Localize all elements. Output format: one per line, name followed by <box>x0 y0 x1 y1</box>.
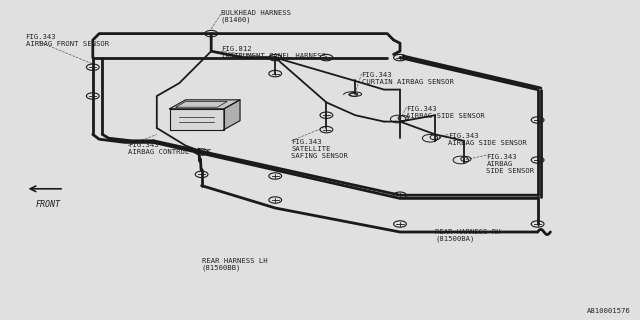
Text: FIG.343
AIRBAG
SIDE SENSOR: FIG.343 AIRBAG SIDE SENSOR <box>486 154 534 173</box>
Text: FIG.343
AIRBAG SIDE SENSOR: FIG.343 AIRBAG SIDE SENSOR <box>406 106 485 119</box>
Text: A810001576: A810001576 <box>587 308 630 314</box>
Text: FIG.343
AIRBAG SIDE SENSOR: FIG.343 AIRBAG SIDE SENSOR <box>448 133 527 146</box>
Text: FIG.343
SATELLITE
SAFING SENSOR: FIG.343 SATELLITE SAFING SENSOR <box>291 139 348 159</box>
Text: REAR HARNESS LH
(81500BB): REAR HARNESS LH (81500BB) <box>202 258 268 271</box>
Text: FRONT: FRONT <box>35 200 60 209</box>
Text: FIG.343
CURTAIN AIRBAG SENSOR: FIG.343 CURTAIN AIRBAG SENSOR <box>362 72 454 85</box>
Polygon shape <box>224 100 240 130</box>
Polygon shape <box>170 109 224 130</box>
Text: FIG.343
AIRBAG CONTROL UNIT: FIG.343 AIRBAG CONTROL UNIT <box>128 142 211 156</box>
Text: REAR HARNESS RH
(81500BA): REAR HARNESS RH (81500BA) <box>435 229 501 242</box>
Text: FIG.343
AIRBAG FRONT SENSOR: FIG.343 AIRBAG FRONT SENSOR <box>26 34 109 47</box>
Polygon shape <box>170 100 240 109</box>
Text: BULKHEAD HARNESS
(81400): BULKHEAD HARNESS (81400) <box>221 10 291 23</box>
Text: FIG.812
INSTRUMENT PANEL HARNESS: FIG.812 INSTRUMENT PANEL HARNESS <box>221 46 326 60</box>
